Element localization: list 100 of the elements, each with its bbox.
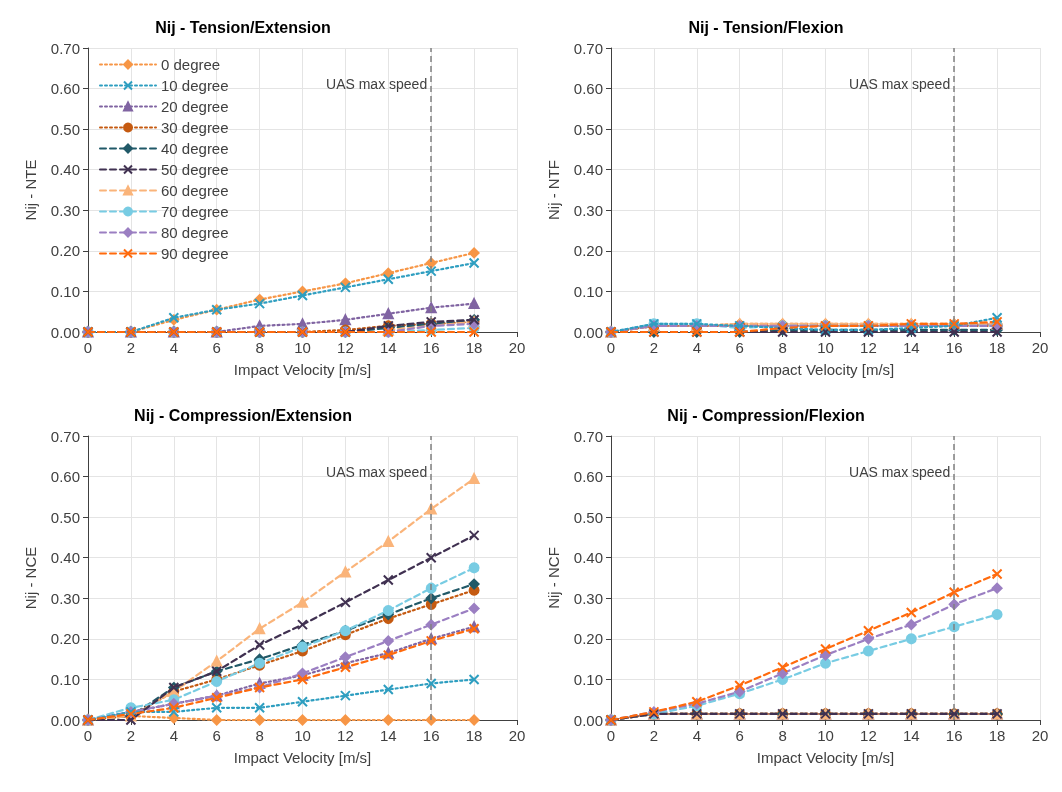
y-tick-label: 0.00: [50, 711, 80, 729]
x-tick-label: 8: [778, 339, 787, 356]
y-tick-label: 0.60: [50, 468, 80, 486]
x-tick-label: 16: [422, 339, 440, 356]
x-tick-label: 0: [606, 339, 616, 356]
ref-line-label: UAS max speed: [849, 463, 951, 480]
x-axis-title: Impact Velocity [m/s]: [756, 361, 895, 378]
chart-title: Nij - Tension/Flexion: [688, 18, 844, 36]
x-tick-label: 20: [1031, 339, 1049, 356]
legend-label: 90 degree: [161, 245, 229, 262]
x-tick-label: 16: [945, 727, 963, 744]
y-tick-label: 0.40: [50, 161, 80, 179]
x-tick-label: 10: [817, 727, 834, 744]
x-tick-label: 2: [126, 339, 136, 356]
y-tick-label: 0.60: [573, 80, 603, 98]
x-tick-label: 10: [817, 339, 834, 356]
y-tick-label: 0.10: [573, 670, 603, 688]
y-tick-label: 0.40: [573, 549, 603, 567]
x-tick-label: 6: [735, 339, 744, 356]
x-tick-label: 4: [169, 339, 178, 356]
y-tick-label: 0.30: [50, 201, 80, 219]
y-tick-label: 0.20: [50, 630, 80, 648]
x-tick-label: 18: [465, 727, 483, 744]
x-tick-label: 6: [212, 339, 221, 356]
y-axis-title: Nij - NCF: [545, 547, 562, 609]
chart-title: Nij - Tension/Extension: [155, 18, 331, 36]
x-tick-label: 4: [692, 727, 701, 744]
x-tick-label: 12: [337, 727, 354, 744]
x-tick-label: 0: [83, 339, 93, 356]
ref-line-label: UAS max speed: [326, 75, 428, 92]
y-tick-label: 0.50: [50, 508, 80, 526]
y-tick-label: 0.20: [573, 630, 603, 648]
legend-label: 30 degree: [161, 119, 229, 136]
x-tick-label: 16: [422, 727, 440, 744]
x-tick-label: 14: [379, 727, 397, 744]
legend-label: 20 degree: [161, 98, 229, 115]
y-tick-label: 0.00: [573, 323, 603, 341]
y-tick-label: 0.00: [50, 323, 80, 341]
x-tick-label: 4: [169, 727, 178, 744]
x-axis-title: Impact Velocity [m/s]: [233, 749, 372, 766]
legend-label: 0 degree: [161, 56, 221, 73]
y-tick-label: 0.20: [573, 242, 603, 260]
legend-label: 40 degree: [161, 140, 229, 157]
x-tick-label: 8: [778, 727, 787, 744]
y-tick-label: 0.70: [573, 39, 603, 57]
legend-label: 10 degree: [161, 77, 229, 94]
x-tick-label: 20: [508, 339, 526, 356]
x-tick-label: 6: [735, 727, 744, 744]
y-tick-label: 0.70: [50, 39, 80, 57]
x-tick-label: 2: [649, 339, 659, 356]
x-tick-label: 2: [649, 727, 659, 744]
x-tick-label: 4: [692, 339, 701, 356]
x-tick-label: 10: [294, 727, 311, 744]
x-tick-label: 18: [988, 727, 1006, 744]
y-tick-label: 0.10: [50, 670, 80, 688]
ref-line-label: UAS max speed: [326, 463, 428, 480]
x-tick-label: 10: [294, 339, 311, 356]
y-tick-label: 0.00: [573, 711, 603, 729]
y-tick-label: 0.40: [50, 549, 80, 567]
legend-label: 80 degree: [161, 224, 229, 241]
x-tick-label: 8: [255, 727, 264, 744]
x-tick-label: 12: [860, 339, 877, 356]
x-tick-label: 0: [606, 727, 616, 744]
y-axis-title: Nij - NTF: [545, 160, 562, 220]
y-tick-label: 0.60: [573, 468, 603, 486]
x-tick-label: 20: [508, 727, 526, 744]
x-tick-label: 12: [337, 339, 354, 356]
y-tick-label: 0.10: [50, 282, 80, 300]
chart-title: Nij - Compression/Flexion: [667, 406, 865, 424]
x-tick-label: 14: [902, 339, 920, 356]
y-tick-label: 0.70: [573, 427, 603, 445]
ref-line-label: UAS max speed: [849, 75, 951, 92]
y-tick-label: 0.30: [573, 201, 603, 219]
legend-label: 50 degree: [161, 161, 229, 178]
y-axis-title: Nij - NTE: [22, 159, 39, 221]
y-axis-title: Nij - NCE: [22, 546, 39, 610]
y-tick-label: 0.30: [573, 589, 603, 607]
y-tick-label: 0.30: [50, 589, 80, 607]
x-tick-label: 14: [902, 727, 920, 744]
y-tick-label: 0.50: [573, 508, 603, 526]
y-tick-label: 0.20: [50, 242, 80, 260]
legend-label: 70 degree: [161, 203, 229, 220]
y-tick-label: 0.50: [50, 120, 80, 138]
x-tick-label: 16: [945, 339, 963, 356]
y-tick-label: 0.10: [573, 282, 603, 300]
chart-title: Nij - Compression/Extension: [134, 406, 352, 424]
y-tick-label: 0.70: [50, 427, 80, 445]
x-axis-title: Impact Velocity [m/s]: [233, 361, 372, 378]
legend-label: 60 degree: [161, 182, 229, 199]
x-tick-label: 20: [1031, 727, 1049, 744]
x-tick-label: 18: [988, 339, 1006, 356]
x-axis-title: Impact Velocity [m/s]: [756, 749, 895, 766]
x-tick-label: 0: [83, 727, 93, 744]
x-tick-label: 12: [860, 727, 877, 744]
x-tick-label: 8: [255, 339, 264, 356]
y-tick-label: 0.50: [573, 120, 603, 138]
x-tick-label: 2: [126, 727, 136, 744]
x-tick-label: 6: [212, 727, 221, 744]
y-tick-label: 0.40: [573, 161, 603, 179]
x-tick-label: 14: [379, 339, 397, 356]
